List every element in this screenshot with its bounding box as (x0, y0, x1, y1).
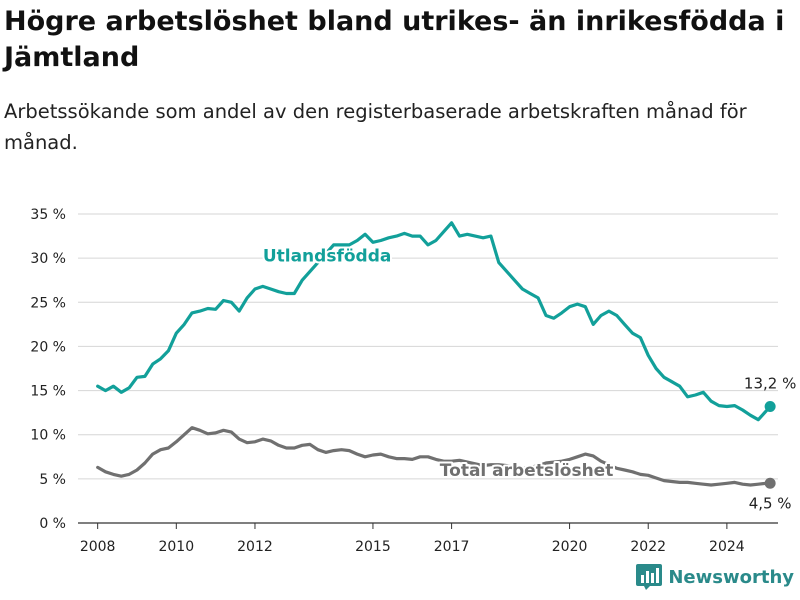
x-tick-label: 2012 (237, 539, 273, 555)
x-tick-label: 2015 (355, 539, 391, 555)
series-labels: 13,2 % 4,5 % Utlandsfödda Total arbetslöshe… (261, 245, 797, 513)
series-label-utlandsfodda: Utlandsfödda (263, 247, 392, 267)
x-tick-label: 2010 (158, 539, 194, 555)
series-line-utlandsfodda (96, 221, 772, 422)
series-line-total (96, 426, 772, 487)
y-tick-label: 20 % (30, 339, 66, 355)
y-tick-label: 15 % (30, 384, 66, 400)
y-tick-label: 10 % (30, 428, 66, 444)
y-tick-label: 25 % (30, 295, 66, 311)
series-label-total: Total arbetslöshet (440, 461, 614, 481)
end-value-label: 4,5 % (749, 494, 792, 512)
x-tick-label: 2008 (80, 539, 116, 555)
bar-chart-logo-icon (636, 564, 663, 590)
chart-subtitle: Arbetssökande som andel av den registerb… (4, 100, 747, 154)
series-lines (96, 221, 776, 489)
end-point-marker (764, 400, 776, 412)
x-tick-label: 2024 (709, 539, 745, 555)
brand-name: Newsworthy (668, 566, 794, 588)
y-tick-label: 5 % (39, 472, 66, 488)
end-value-label: 13,2 % (744, 374, 796, 392)
x-tick-label: 2020 (552, 539, 588, 555)
newsworthy-logo: Newsworthy (636, 564, 794, 590)
x-tick-label: 2017 (434, 539, 470, 555)
y-tick-label: 0 % (39, 516, 66, 532)
gridlines (78, 213, 778, 480)
line-chart: 0 %5 %10 %15 %20 %25 %30 %35 % 2008 2010 2… (30, 207, 797, 555)
x-tick-label: 2022 (630, 539, 666, 555)
chart-title: Högre arbetslöshet bland utrikes- än inr… (4, 6, 785, 73)
y-tick-label: 35 % (30, 207, 66, 223)
end-point-marker (764, 477, 776, 489)
y-tick-label: 30 % (30, 251, 66, 267)
x-axis: 2008 2010 2012 2015 2017 2020 2022 2024 (78, 522, 778, 555)
y-axis: 0 % 5 % 10 % 15 % 20 % 25 % 30 % 35 % (30, 207, 66, 532)
